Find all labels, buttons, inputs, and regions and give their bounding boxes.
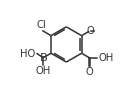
Text: Cl: Cl bbox=[37, 20, 47, 30]
Text: O: O bbox=[86, 26, 94, 36]
Text: OH: OH bbox=[36, 66, 51, 76]
Text: OH: OH bbox=[98, 53, 113, 63]
Text: HO: HO bbox=[20, 49, 36, 59]
Text: O: O bbox=[86, 67, 94, 77]
Text: B: B bbox=[40, 53, 47, 63]
